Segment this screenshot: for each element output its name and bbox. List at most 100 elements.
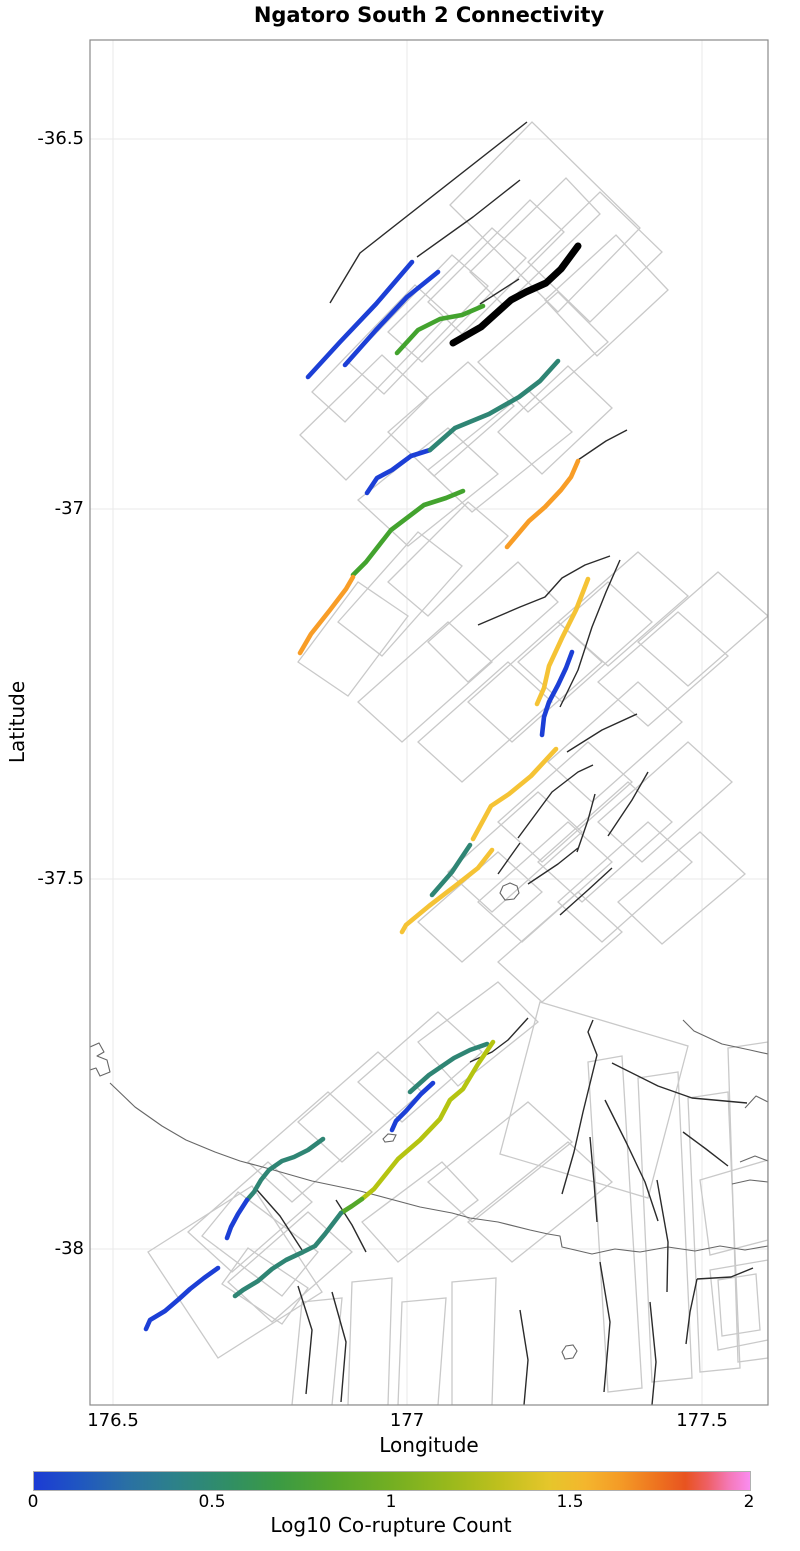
coastline xyxy=(744,1095,768,1109)
fault-patch xyxy=(357,621,493,743)
fault-patch xyxy=(637,571,768,687)
island-outline xyxy=(382,1133,397,1143)
fault-patch xyxy=(687,1091,741,1373)
rupture-segment xyxy=(244,1136,326,1203)
fault-trace xyxy=(559,559,621,708)
fault-trace xyxy=(297,1285,313,1395)
plot-border xyxy=(89,39,769,1406)
y-axis-label: Latitude xyxy=(5,680,29,764)
fault-trace xyxy=(656,1179,669,1293)
colorbar-tick-label: 1.5 xyxy=(556,1492,584,1512)
colorbar-label: Log10 Co-rupture Count xyxy=(270,1513,512,1537)
subject-fault-segment xyxy=(449,242,582,347)
rupture-segment xyxy=(399,847,495,935)
fault-trace xyxy=(696,1267,754,1280)
fault-patch xyxy=(597,611,729,727)
coastline xyxy=(739,1155,768,1163)
rupture-segment xyxy=(427,358,561,453)
rupture-segment xyxy=(407,1041,490,1095)
rupture-segment xyxy=(539,649,575,738)
fault-trace xyxy=(682,1131,729,1167)
fault-patch xyxy=(537,781,673,903)
fault-trace xyxy=(685,1278,698,1345)
x-axis-label: Longitude xyxy=(379,1433,479,1457)
rupture-segment xyxy=(534,576,591,707)
rupture-segment xyxy=(342,269,441,368)
fault-trace xyxy=(527,847,579,885)
fault-trace xyxy=(599,1261,611,1393)
fault-patch xyxy=(544,234,669,357)
rupture-segment xyxy=(429,842,473,898)
fault-trace xyxy=(517,764,594,839)
fault-patch xyxy=(497,891,623,1003)
rupture-segment xyxy=(224,1197,250,1241)
fault-trace xyxy=(335,1199,367,1253)
fault-patch xyxy=(557,551,689,667)
fault-patch xyxy=(427,389,573,513)
fault-patch xyxy=(397,1297,447,1405)
rupture-segment xyxy=(143,1265,221,1332)
fault-patch xyxy=(467,621,603,743)
fault-trace xyxy=(607,771,649,837)
fault-patch xyxy=(387,501,509,617)
fault-patch xyxy=(311,284,449,423)
colorbar-tick-label: 2 xyxy=(743,1492,755,1512)
island-outline xyxy=(499,882,520,901)
fault-patch xyxy=(361,1161,479,1263)
coastline xyxy=(109,1082,768,1255)
fault-trace xyxy=(559,867,613,916)
fault-patch xyxy=(497,741,633,863)
rupture-segment xyxy=(305,259,415,380)
rupture-segments xyxy=(143,242,591,1332)
rupture-segment xyxy=(394,303,486,356)
y-tick-label: -38 xyxy=(54,1238,84,1259)
fault-trace xyxy=(479,278,520,305)
fault-patch xyxy=(557,821,693,943)
fault-trace xyxy=(497,842,521,875)
figure-title: Ngatoro South 2 Connectivity xyxy=(253,3,605,27)
x-tick-label: 177 xyxy=(389,1410,425,1431)
fault-patch xyxy=(357,1011,483,1123)
fault-patch xyxy=(451,1277,497,1405)
fault-trace xyxy=(561,1019,598,1195)
rupture-segment xyxy=(350,488,466,578)
fault-patch xyxy=(427,561,559,683)
y-tick-label: -36.5 xyxy=(37,128,84,149)
fault-patch xyxy=(477,291,609,413)
fault-patch xyxy=(597,741,733,863)
fault-patch xyxy=(617,831,746,945)
fault-trace xyxy=(331,1291,347,1403)
colorbar-tick-label: 0.5 xyxy=(198,1492,226,1512)
fault-trace xyxy=(589,1136,598,1223)
fault-patch xyxy=(417,661,553,783)
fault-patch xyxy=(709,1259,768,1351)
fault-patch xyxy=(727,1041,768,1363)
fault-patch xyxy=(449,121,641,313)
rupture-segment xyxy=(232,1210,344,1299)
fault-patch xyxy=(637,1071,693,1383)
fault-patch xyxy=(221,1247,309,1325)
colorbar-tick-label: 1 xyxy=(385,1492,397,1512)
fault-patch xyxy=(147,1185,323,1359)
fault-patch xyxy=(426,1101,574,1223)
fault-trace xyxy=(577,429,628,461)
fault-patch xyxy=(499,1001,689,1199)
fault-patch xyxy=(357,427,499,547)
rupture-segment xyxy=(297,574,356,656)
fault-trace xyxy=(477,555,611,626)
fault-patch xyxy=(297,581,409,697)
fault-patch xyxy=(347,254,489,395)
fault-patch xyxy=(466,1141,614,1263)
fault-trace xyxy=(256,1189,303,1251)
fault-patch xyxy=(299,354,429,481)
islands xyxy=(382,882,578,1360)
fault-patch xyxy=(699,1159,768,1256)
x-tick-label: 177.5 xyxy=(676,1410,728,1431)
fault-patch xyxy=(347,1277,393,1405)
rupture-segment xyxy=(504,458,581,550)
fault-trace xyxy=(566,713,638,753)
fault-patch xyxy=(247,1091,373,1203)
fault-patch xyxy=(227,1211,353,1323)
fault-patch xyxy=(201,1191,319,1297)
